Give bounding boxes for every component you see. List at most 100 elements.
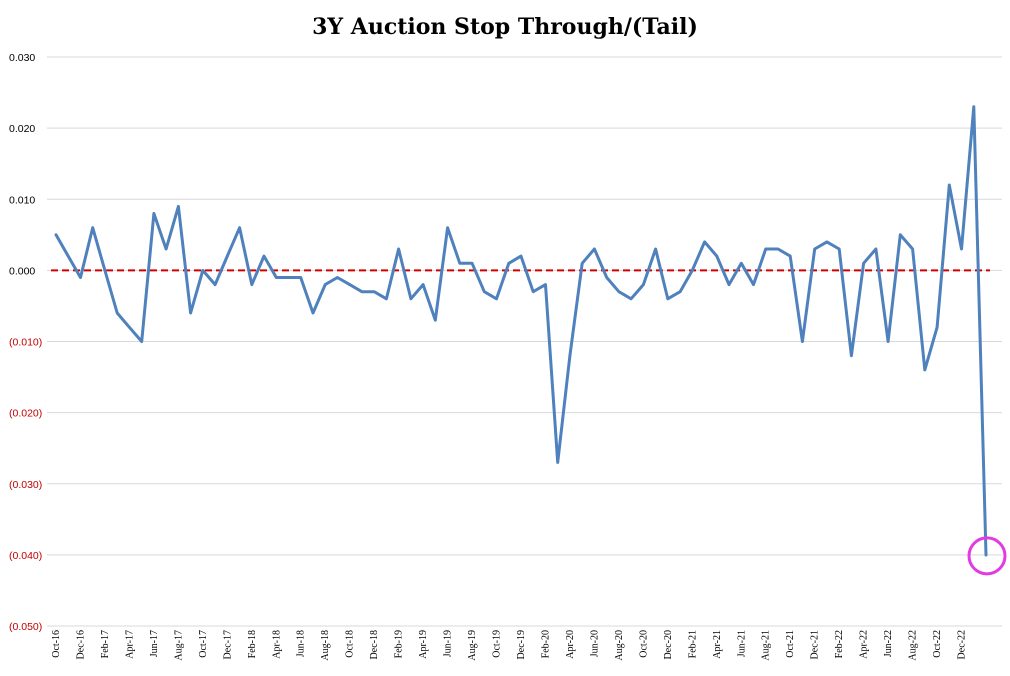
data-point (324, 283, 327, 286)
series-line (54, 105, 988, 557)
data-point (519, 254, 523, 258)
data-point (801, 340, 804, 343)
data-point (580, 262, 584, 265)
y-tick-label: (0.020) (9, 408, 42, 420)
data-point (960, 247, 963, 251)
data-point (372, 290, 376, 293)
data-point (544, 283, 547, 286)
data-point (152, 212, 156, 215)
x-tick-label: Dec-18 (369, 630, 380, 659)
data-point (397, 247, 400, 251)
y-tick-label: 0.020 (9, 123, 35, 135)
x-tick-label: Dec-22 (957, 630, 968, 659)
data-point (336, 276, 339, 279)
data-point (850, 354, 853, 357)
data-point (79, 276, 82, 279)
data-point (507, 262, 510, 265)
x-tick-label: Aug-22 (908, 630, 919, 661)
data-point (67, 254, 70, 258)
x-tick-label: Apr-18 (271, 630, 282, 659)
data-point (409, 297, 413, 301)
data-points (54, 105, 988, 557)
data-point (434, 318, 437, 322)
x-tick-label: Oct-17 (198, 630, 209, 658)
data-point (617, 290, 621, 293)
data-point (360, 290, 364, 293)
x-tick-label: Feb-17 (100, 630, 111, 658)
data-point (764, 247, 767, 251)
x-tick-label: Apr-22 (859, 630, 870, 659)
data-point (287, 276, 290, 279)
chart-title: 3Y Auction Stop Through/(Tail) (312, 14, 698, 40)
x-tick-label: Feb-19 (394, 630, 405, 658)
data-point (776, 247, 780, 251)
y-tick-label: (0.030) (9, 479, 42, 491)
x-tick-label: Oct-22 (932, 630, 943, 658)
data-point (605, 276, 608, 279)
x-tick-label: Oct-18 (345, 630, 356, 658)
x-tick-label: Jun-17 (149, 630, 160, 657)
x-tick-label: Feb-20 (540, 630, 551, 658)
y-tick-label: 0.000 (9, 265, 35, 277)
x-tick-label: Dec-20 (663, 630, 674, 659)
data-point (837, 247, 841, 251)
x-tick-label: Feb-18 (247, 630, 258, 658)
x-tick-label: Feb-22 (834, 630, 845, 658)
x-tick-label: Aug-19 (467, 630, 478, 661)
x-tick-label: Aug-18 (320, 630, 331, 661)
data-point (421, 283, 425, 286)
highlight-circle (967, 536, 1007, 576)
data-point (948, 183, 951, 187)
data-point (678, 290, 682, 293)
data-point (189, 311, 192, 315)
x-tick-label: Dec-17 (222, 630, 233, 659)
data-point (862, 262, 865, 265)
data-point (385, 297, 388, 301)
x-tick-label: Oct-20 (638, 630, 649, 658)
x-axis-tick-labels: Oct-16 Dec-16 Feb-17 Apr-17 Jun-17 Aug-17 Oct-… (51, 630, 968, 661)
data-point (299, 276, 302, 279)
data-point (164, 247, 168, 251)
x-tick-label: Apr-17 (124, 630, 135, 659)
y-tick-label: (0.050) (9, 621, 42, 633)
data-point (911, 247, 914, 251)
data-point (740, 262, 743, 265)
data-point (874, 247, 878, 251)
data-point (140, 340, 143, 343)
x-tick-label: Oct-19 (492, 630, 503, 658)
data-point (752, 283, 755, 286)
data-point (886, 340, 890, 343)
x-tick-label: Oct-21 (785, 630, 796, 658)
data-point (593, 247, 596, 251)
data-point (899, 233, 902, 237)
data-point (103, 269, 107, 272)
data-point (813, 247, 816, 251)
x-tick-label: Jun-19 (443, 630, 454, 657)
data-point (789, 254, 792, 258)
x-tick-label: Apr-20 (565, 630, 576, 659)
data-point (923, 368, 927, 372)
gridlines (47, 56, 1002, 627)
x-tick-label: Aug-17 (173, 630, 184, 661)
series-layer (54, 105, 988, 557)
x-tick-label: Feb-21 (687, 630, 698, 658)
data-point (972, 105, 975, 108)
data-point (262, 254, 266, 258)
data-point (470, 262, 474, 265)
data-point (275, 276, 278, 279)
data-point (935, 326, 939, 329)
data-point (654, 247, 657, 251)
highlight-layer (967, 536, 1007, 576)
data-point (984, 553, 988, 557)
data-point (226, 254, 229, 258)
data-point (825, 240, 829, 244)
x-tick-label: Jun-20 (589, 630, 600, 657)
data-point (91, 226, 94, 229)
data-point (495, 297, 498, 301)
data-point (128, 326, 131, 329)
y-axis-tick-labels: 0.030 0.020 0.010 0.000 (0.010) (0.020) (0.030… (9, 52, 42, 633)
x-tick-label: Dec-21 (810, 630, 821, 659)
data-point (213, 283, 217, 286)
data-point (556, 461, 559, 464)
y-tick-label: (0.040) (9, 550, 42, 562)
